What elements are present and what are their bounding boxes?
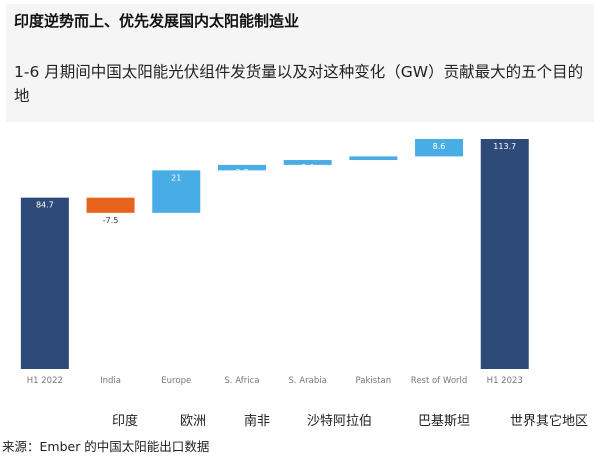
bar-india [86,197,135,213]
source-note: 来源：Ember 的中国太阳能出口数据 [2,439,210,454]
waterfall-chart: 84.7 H1 2022 -7.5 India 21 Europe 2.7 S. Africa… [20,139,529,386]
data-label: 113.7 [493,142,516,151]
data-label: 8.6 [433,142,446,151]
chinese-category-labels: 印度 欧洲 南非 沙特阿拉伯 巴基斯坦 世界其它地区 [0,410,600,430]
cn-label-south-africa: 南非 [244,414,271,429]
data-label: 2.7 [236,168,249,177]
bar-s-arabia [283,160,332,165]
cn-label-india: 印度 [112,414,139,429]
cn-label-saudi-arabia: 沙特阿拉伯 [307,414,373,429]
bar-s-africa [217,164,266,171]
page-title: 印度逆势而上、优先发展国内太阳能制造业 [14,12,300,30]
bar-pakistan [349,156,398,161]
x-tick-label: H1 2023 [487,376,523,386]
x-tick-label: Europe [161,376,191,386]
x-tick-label: India [100,376,121,386]
data-label: 21 [171,173,181,182]
chart-subtitle: 1-6 月期间中国太阳能光伏组件发货量以及对这种变化（GW）贡献最大的五个目的地 [14,63,584,105]
x-tick-label: Rest of World [411,376,467,386]
x-tick-label: Pakistan [356,376,392,386]
data-label: 2.4 [301,163,314,172]
cn-label-europe: 欧洲 [180,414,207,429]
data-label: 84.7 [36,201,54,210]
cn-label-rest-of-world: 世界其它地区 [510,414,589,429]
bar-europe [152,170,201,213]
bar-h1-2022 [20,197,69,369]
x-tick-label: S. Africa [224,376,259,386]
bar-rest-of-world [415,139,464,157]
x-tick-label: S. Arabia [289,376,327,386]
cn-label-pakistan: 巴基斯坦 [418,414,471,429]
data-label: -7.5 [103,216,119,225]
bar-h1-2023 [480,139,529,369]
data-label: 1.8 [367,159,380,168]
chart-area: 84.7 H1 2022 -7.5 India 21 Europe 2.7 S. Africa… [10,125,594,403]
header-box [6,4,594,122]
x-tick-label: H1 2022 [27,376,63,386]
